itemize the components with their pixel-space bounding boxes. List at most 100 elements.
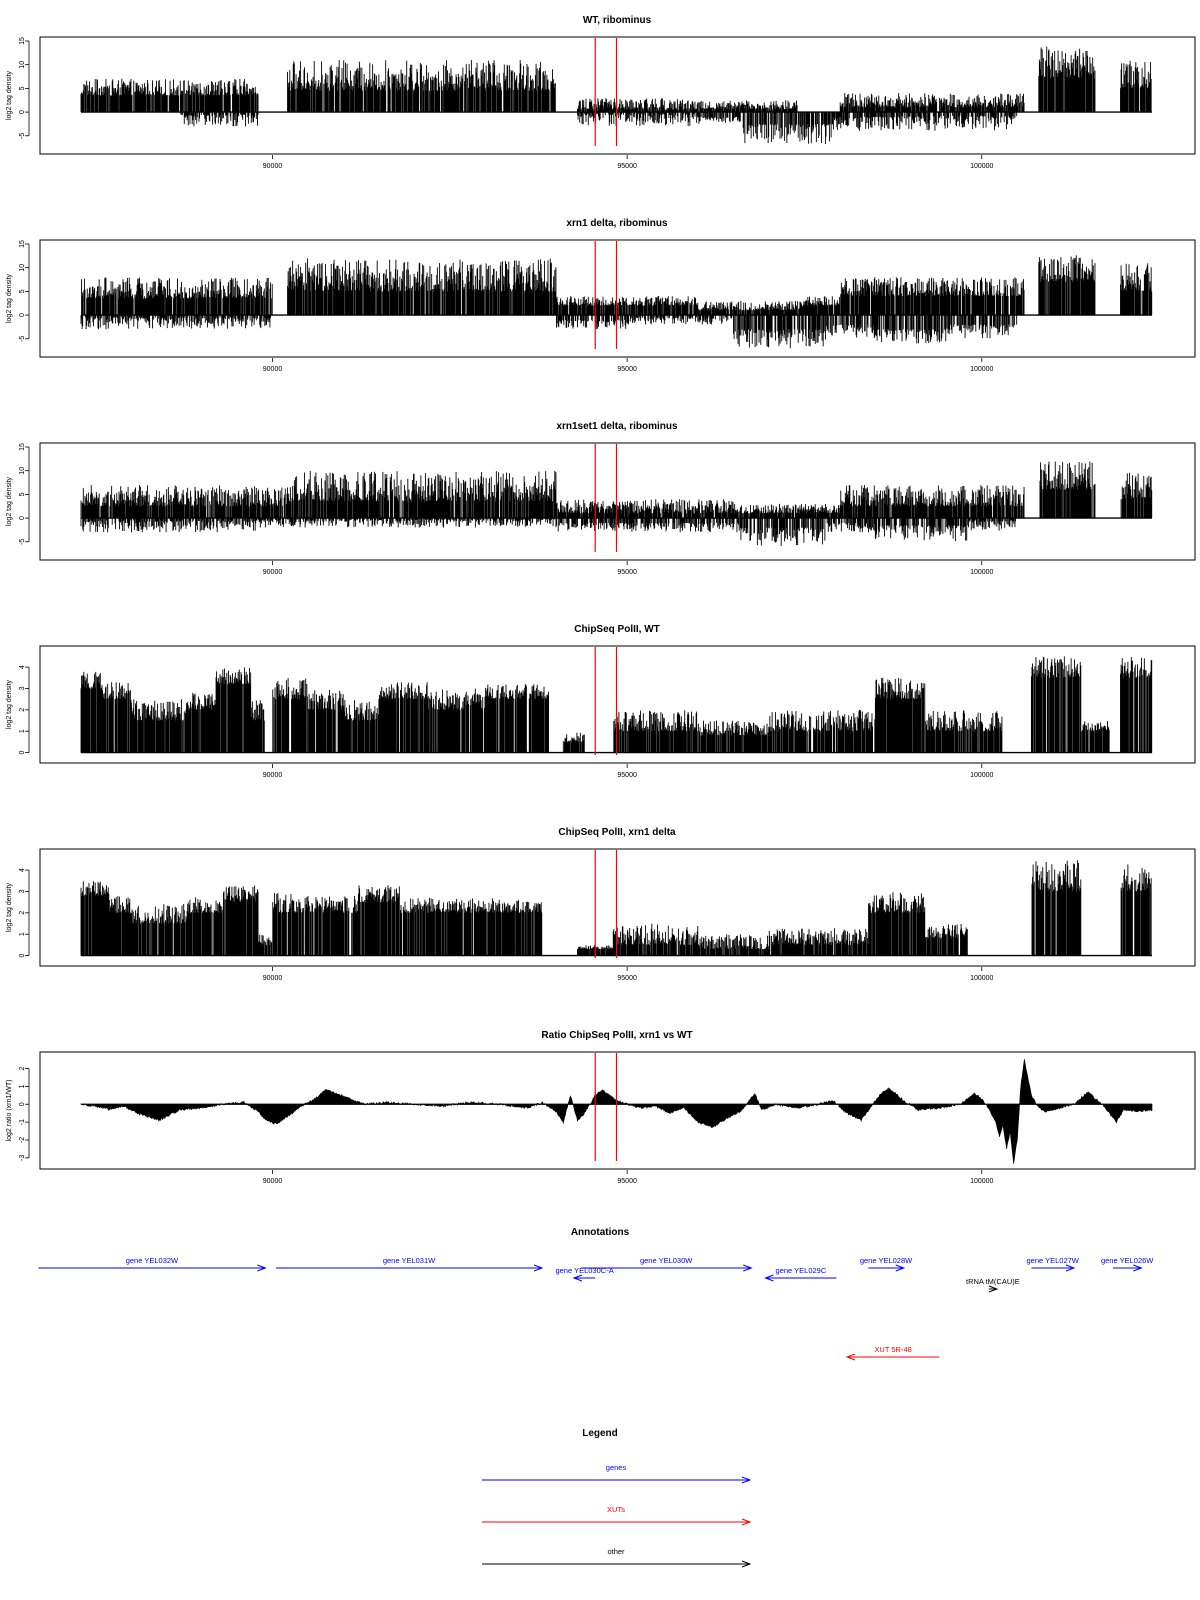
annotation-feature: gene YEL031W (276, 1256, 544, 1272)
annotation-label: gene YEL030C-A (555, 1266, 613, 1275)
plot-frame (39, 239, 1196, 358)
annotation-label: gene YEL028W (860, 1256, 913, 1265)
y-tick-label: 0 (19, 1102, 26, 1106)
chart-panel-6: Ratio ChipSeq PolII, xrn1 vs WT -3 -2 -1 0 1 2… (6, 1030, 1196, 1185)
x-tick-label: 100000 (970, 569, 993, 576)
density-bars (80, 656, 1153, 753)
legend-arrow-head (741, 1476, 752, 1484)
x-tick-label: 90000 (263, 772, 283, 779)
x-tick-label: 90000 (263, 366, 283, 373)
legend-label: genes (606, 1463, 627, 1472)
y-tick-label: 10 (19, 264, 26, 272)
legend-label: other (607, 1547, 625, 1556)
x-tick-label: 95000 (617, 163, 637, 170)
chart-title: xrn1 delta, ribominus (566, 218, 668, 229)
annotation-feature: tRNA tM(CAU)E (966, 1277, 1020, 1293)
y-tick-label: 5 (19, 492, 26, 496)
annotation-arrow-head (895, 1264, 906, 1272)
y-tick-label: 15 (19, 443, 26, 451)
annotation-arrow-head (988, 1285, 999, 1293)
annotation-arrow-head (743, 1264, 753, 1272)
legend-item: genes (482, 1463, 752, 1484)
annotation-feature: XUT 5R-48 (845, 1345, 940, 1361)
density-bars (80, 255, 1153, 349)
x-tick-label: 90000 (263, 975, 283, 982)
legend-label: XUTs (607, 1505, 625, 1514)
legend-panel: Legend genes XUTs other (482, 1428, 752, 1568)
chart-title: ChipSeq PolII, WT (574, 624, 660, 635)
y-tick-label: 2 (19, 708, 26, 712)
annotation-label: gene YEL031W (383, 1256, 436, 1265)
y-axis-label: log2 tag density (6, 476, 13, 526)
chart-panel-1: WT, ribominus -5 0 5 10 15 log2 tag density 900… (6, 15, 1196, 170)
y-tick-label: 0 (19, 751, 26, 755)
annotation-label: gene YEL027W (1026, 1256, 1079, 1265)
y-tick-label: 2 (19, 1066, 26, 1070)
legend-arrow-head (741, 1560, 752, 1568)
y-tick-label: 3 (19, 889, 26, 893)
y-axis-label: log2 tag density (6, 882, 13, 932)
annotation-arrow-head (764, 1274, 774, 1282)
chart-title: WT, ribominus (583, 15, 652, 26)
plot-frame (39, 36, 1196, 155)
density-bars (80, 461, 1153, 546)
y-tick-label: -5 (19, 133, 26, 139)
y-tick-label: -3 (19, 1155, 26, 1161)
x-tick-label: 100000 (970, 1178, 993, 1185)
y-tick-label: 10 (19, 467, 26, 475)
y-axis-label: log2 tag density (6, 679, 13, 729)
annotation-label: gene YEL032W (126, 1256, 179, 1265)
y-tick-label: 4 (19, 868, 26, 872)
density-bars (80, 860, 1152, 956)
annotation-arrow-head (1065, 1264, 1076, 1272)
y-tick-label: 1 (19, 729, 26, 733)
y-axis-label: log2 tag density (6, 273, 13, 323)
y-axis-label: log2 ratio (xrn1/WT) (6, 1080, 13, 1142)
plot-frame (39, 848, 1196, 967)
y-tick-label: 0 (19, 110, 26, 114)
annotation-feature: gene YEL032W (38, 1256, 267, 1272)
annotation-label: tRNA tM(CAU)E (966, 1277, 1020, 1286)
annotation-arrow-head (572, 1274, 583, 1282)
y-tick-label: -1 (19, 1119, 26, 1125)
annotations-title: Annotations (571, 1227, 630, 1238)
y-tick-label: 15 (19, 240, 26, 248)
y-tick-label: 0 (19, 313, 26, 317)
y-tick-label: 1 (19, 932, 26, 936)
y-tick-label: 3 (19, 686, 26, 690)
x-tick-label: 100000 (970, 366, 993, 373)
x-tick-label: 95000 (617, 366, 637, 373)
annotation-feature: gene YEL030C-A (555, 1266, 614, 1282)
legend-title: Legend (582, 1428, 618, 1439)
y-tick-label: -5 (19, 539, 26, 545)
annotation-label: gene YEL029C (776, 1266, 827, 1275)
annotation-arrow-head (845, 1353, 856, 1361)
chart-panel-4: ChipSeq PolII, WT 0 1 2 3 4 log2 tag density 90… (6, 624, 1196, 779)
legend-item: other (482, 1547, 752, 1568)
y-tick-label: -2 (19, 1137, 26, 1143)
plot-frame (39, 645, 1196, 764)
y-tick-label: 15 (19, 37, 26, 45)
y-tick-label: 5 (19, 86, 26, 90)
x-tick-label: 100000 (970, 772, 993, 779)
legend-arrow-head (741, 1518, 752, 1526)
plot-frame (39, 1051, 1196, 1170)
annotation-arrow-head (257, 1264, 267, 1272)
annotation-arrow-head (1133, 1264, 1143, 1272)
annotation-feature: gene YEL030W (581, 1256, 753, 1272)
annotation-label: gene YEL030W (640, 1256, 693, 1265)
annotation-feature: gene YEL028W (860, 1256, 913, 1272)
x-tick-label: 95000 (617, 772, 637, 779)
x-tick-label: 100000 (970, 975, 993, 982)
x-tick-label: 100000 (970, 163, 993, 170)
y-tick-label: 0 (19, 516, 26, 520)
legend-item: XUTs (482, 1505, 752, 1526)
x-tick-label: 90000 (263, 1178, 283, 1185)
plot-frame (39, 442, 1196, 561)
chart-title: ChipSeq PolII, xrn1 delta (558, 827, 676, 838)
chart-title: Ratio ChipSeq PolII, xrn1 vs WT (541, 1030, 692, 1041)
x-tick-label: 90000 (263, 163, 283, 170)
chart-panel-3: xrn1set1 delta, ribominus -5 0 5 10 15 log2 ta… (6, 421, 1196, 576)
